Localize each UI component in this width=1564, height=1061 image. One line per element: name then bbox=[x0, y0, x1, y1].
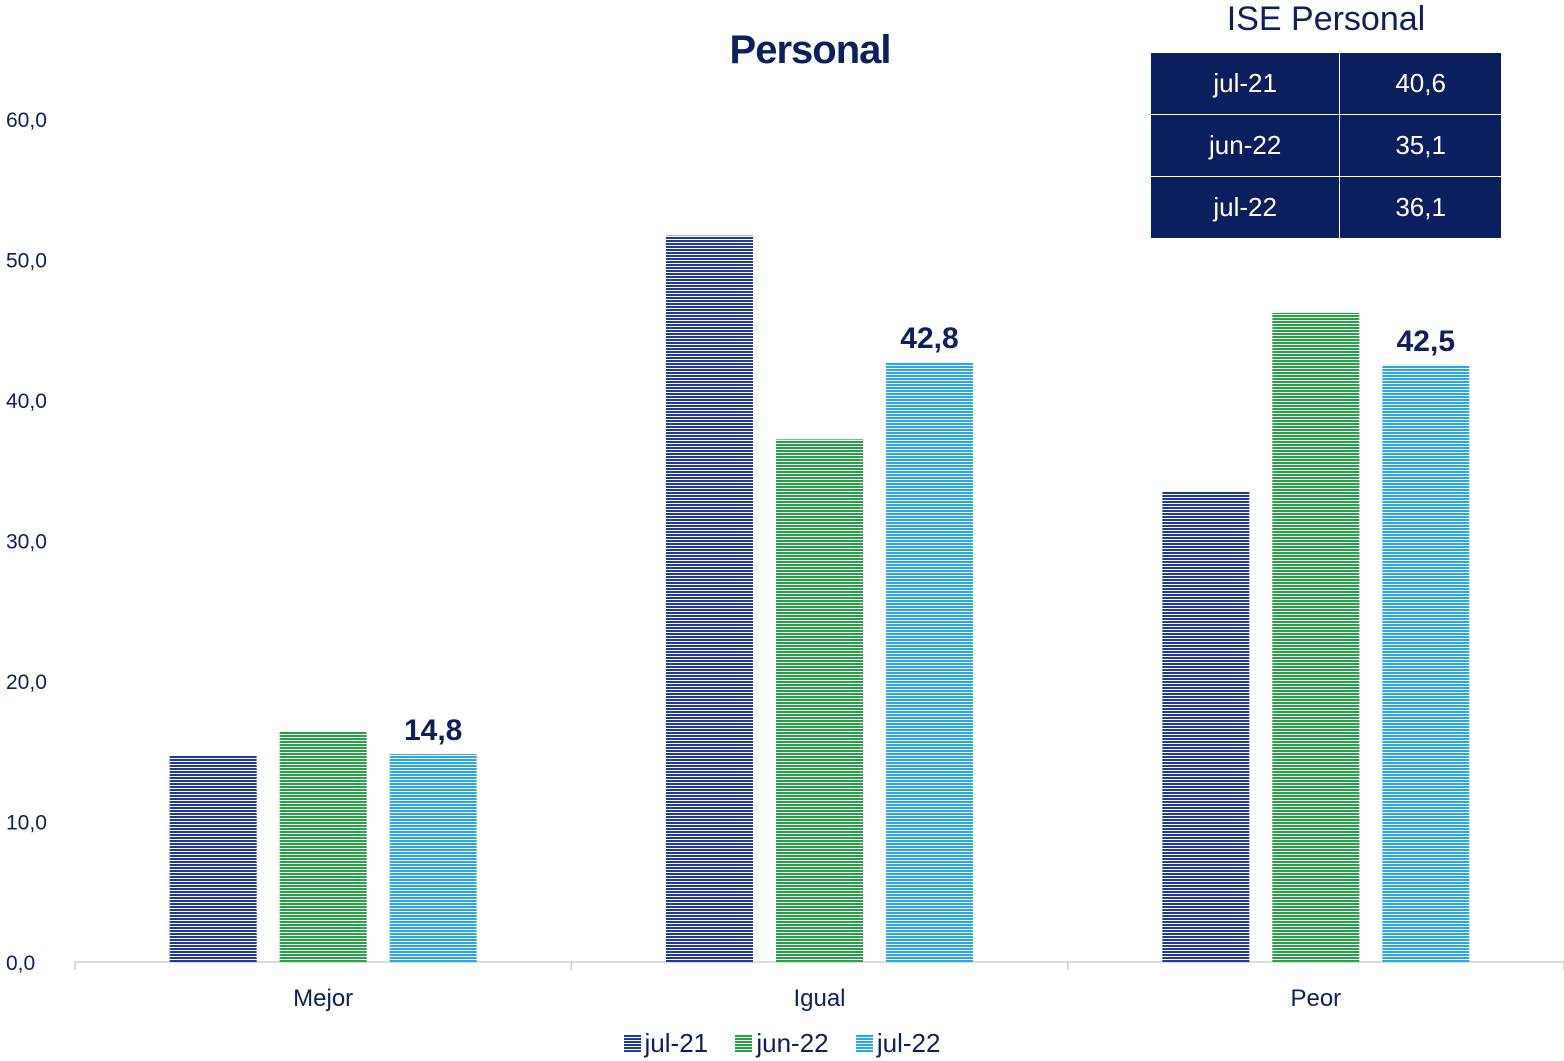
data-label: 42,8 bbox=[900, 322, 958, 355]
legend-swatch bbox=[855, 1035, 873, 1052]
bar-jul-21-mejor bbox=[169, 755, 257, 962]
bar-jun-22-mejor bbox=[279, 731, 367, 962]
bar-jul-21-peor bbox=[1162, 491, 1250, 962]
legend-item-jul-22: jul-22 bbox=[855, 1028, 941, 1059]
chart-title: Personal bbox=[729, 28, 892, 72]
y-tick-label: 60,0 bbox=[6, 109, 47, 132]
ise-value-cell: 36,1 bbox=[1339, 176, 1502, 239]
ise-period-cell: jul-22 bbox=[1149, 176, 1341, 239]
bar-jul-21-igual bbox=[666, 235, 753, 963]
legend-label: jun-22 bbox=[756, 1028, 829, 1058]
data-label: 14,8 bbox=[404, 714, 462, 747]
bar-jul-22-igual bbox=[886, 362, 973, 962]
y-tick-label: 10,0 bbox=[6, 812, 47, 835]
legend-item-jun-22: jun-22 bbox=[735, 1028, 829, 1059]
ise-value-cell: 40,6 bbox=[1339, 52, 1502, 115]
bar-jun-22-igual bbox=[776, 439, 863, 963]
ise-row: jun-22 35,1 bbox=[1149, 114, 1502, 177]
legend-swatch bbox=[735, 1035, 753, 1052]
data-label: 42,5 bbox=[1397, 325, 1455, 358]
ise-value-cell: 35,1 bbox=[1339, 114, 1502, 177]
legend-label: jul-21 bbox=[644, 1028, 709, 1058]
y-tick-label: 40,0 bbox=[6, 390, 47, 413]
ise-table-title: ISE Personal bbox=[1226, 0, 1426, 38]
y-tick-label: 50,0 bbox=[6, 250, 47, 273]
ise-period-cell: jul-21 bbox=[1149, 52, 1341, 115]
bar-jun-22-peor bbox=[1272, 312, 1360, 962]
ise-table: jul-21 40,6 jun-22 35,1 jul-22 36,1 bbox=[1149, 52, 1502, 239]
y-tick-label: 20,0 bbox=[6, 671, 47, 694]
ise-period-cell: jun-22 bbox=[1149, 114, 1341, 177]
x-tick-label: Mejor bbox=[293, 985, 353, 1012]
bar-jul-22-peor bbox=[1382, 364, 1470, 962]
legend-label: jul-22 bbox=[876, 1028, 941, 1058]
y-tick-label: 30,0 bbox=[6, 531, 47, 554]
x-tick-label: Peor bbox=[1290, 985, 1341, 1012]
x-tick-label: Igual bbox=[793, 985, 845, 1012]
bar-jul-22-mejor bbox=[389, 754, 477, 962]
ise-row: jul-22 36,1 bbox=[1149, 176, 1502, 239]
legend-swatch bbox=[623, 1035, 641, 1052]
ise-row: jul-21 40,6 bbox=[1149, 52, 1502, 115]
legend-item-jul-21: jul-21 bbox=[623, 1028, 709, 1059]
chart-legend: jul-21 jun-22 jul-22 bbox=[0, 1028, 1564, 1059]
y-tick-label: 0,0 bbox=[6, 952, 35, 975]
